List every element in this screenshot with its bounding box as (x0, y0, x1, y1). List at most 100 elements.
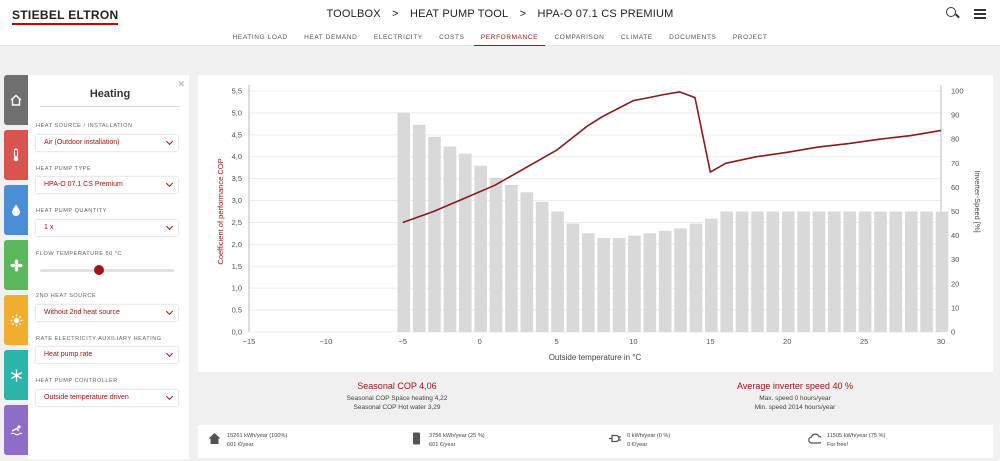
x-tick-label: 25 (860, 337, 868, 346)
controller-label: HEAT PUMP CONTROLLER (36, 378, 118, 384)
y2-tick-label: 80 (951, 135, 959, 144)
heat-pump-energy-cost: 601 €/year (429, 442, 456, 448)
y-axis-label: Coefficient of performance COP (216, 158, 225, 264)
y2-tick-label: 90 (951, 111, 959, 120)
inverter-speed-bar (520, 192, 534, 332)
breadcrumb-toolbox[interactable]: TOOLBOX (326, 8, 381, 20)
second-heat-source-select[interactable]: Without 2nd heat source (36, 305, 178, 321)
breadcrumb-heat-pump-tool[interactable]: HEAT PUMP TOOL (409, 8, 509, 20)
close-icon[interactable]: ✕ (177, 79, 185, 89)
y2-tick-label: 50 (951, 207, 959, 216)
tab-costs[interactable]: COSTS (439, 34, 465, 41)
fan-icon (9, 258, 23, 272)
second-heat-source-label: 2ND HEAT SOURCE (36, 293, 97, 299)
tab-building[interactable] (4, 75, 28, 125)
chevron-down-icon (165, 222, 174, 231)
chevron-down-icon (165, 137, 174, 146)
breadcrumb-separator: > (392, 8, 399, 20)
aux-heating-rate-label: RATE ELECTRICITY AUXILIARY HEATING (36, 336, 162, 342)
hamburger-menu-icon[interactable] (974, 7, 988, 21)
water-drop-icon (12, 204, 20, 216)
slider-track (40, 269, 174, 272)
tab-ventilation[interactable] (4, 240, 28, 290)
panel-title: Heating (40, 88, 180, 107)
tab-documents[interactable]: DOCUMENTS (669, 34, 717, 41)
tab-hot-water[interactable] (4, 185, 28, 235)
breadcrumb-product: HPA-O 07.1 CS PREMIUM (537, 8, 674, 20)
x-tick-label: 20 (783, 337, 791, 346)
x-tick-label: 15 (706, 337, 714, 346)
inverter-speed-bar (412, 124, 426, 332)
inverter-speed-bar (828, 211, 841, 332)
house-icon (208, 433, 221, 444)
x-tick-label: 10 (629, 337, 637, 346)
tab-project[interactable]: PROJECT (732, 34, 768, 41)
tab-heating-load[interactable]: HEATING LOAD (232, 34, 288, 41)
seasonal-cop-hot-water: Seasonal COP Hot water 3,29 (353, 404, 441, 411)
y2-axis-label: Inverter-Speed [%] (973, 170, 982, 233)
total-energy-item: 15261 kWh/year (100%) 601 €/year (208, 432, 287, 450)
heat-pump-energy-item: 3756 kWh/year (25 %) 601 €/year (410, 432, 485, 450)
aux-heating-rate-select[interactable]: Heat pump rate (36, 347, 178, 363)
inverter-speed-title: Average inverter speed 40 % (737, 381, 853, 391)
total-energy-cost: 601 €/year (227, 442, 254, 448)
performance-chart-card: 0,0 0,5 1,0 1,5 2,0 2,5 3,0 3,5 4,0 4,5 5,0 5,5 0 10 2… (198, 75, 993, 372)
controller-select[interactable]: Outside temperature driven (36, 390, 178, 406)
tab-heating[interactable] (4, 130, 28, 180)
y-tick-label: 4,5 (232, 130, 242, 139)
section-nav: HEATING LOAD HEAT DEMAND ELECTRICITY COS… (0, 30, 1000, 46)
inverter-speed-bar (489, 177, 503, 332)
cloud-icon (808, 433, 821, 444)
y2-tick-label: 60 (951, 183, 959, 192)
y-tick-label: 5,0 (232, 108, 242, 117)
y-tick-label: 1,0 (232, 284, 242, 293)
y-tick-label: 2,5 (232, 218, 242, 227)
tab-climate[interactable]: CLIMATE (620, 34, 653, 41)
tab-cooling[interactable] (4, 350, 28, 400)
inverter-speed-bar (751, 211, 764, 332)
second-heat-source-value: Without 2nd heat source (44, 309, 120, 316)
category-tabs (4, 75, 28, 460)
inverter-speed-bar (689, 223, 703, 332)
tab-heat-demand[interactable]: HEAT DEMAND (304, 34, 358, 41)
tab-electricity[interactable]: ELECTRICITY (373, 34, 423, 41)
y-tick-label: 3,0 (232, 196, 242, 205)
auxiliary-energy-cost: 0 €/year (627, 442, 648, 448)
tab-performance[interactable]: PERFORMANCE (473, 30, 546, 46)
inverter-speed-bar (812, 211, 826, 332)
y-tick-label: 0,0 (232, 328, 242, 337)
tab-comparison[interactable]: COMPARISON (554, 34, 605, 41)
y2-tick-label: 100 (951, 87, 964, 96)
inverter-speed-summary: Average inverter speed 40 % Max. speed 0… (597, 374, 993, 424)
heat-pump-quantity-select[interactable]: 1 x (36, 220, 178, 236)
flow-temperature-slider[interactable] (36, 265, 178, 275)
tab-pool[interactable] (4, 405, 28, 455)
heat-source-select[interactable]: Air (Outdoor installation) (36, 135, 178, 151)
inverter-speed-bar (674, 228, 687, 332)
auxiliary-energy-kwh: 0 kWh/year (0 %) (627, 433, 671, 439)
heat-pump-energy-kwh: 3756 kWh/year (25 %) (429, 433, 485, 439)
max-speed-text: Max. speed 0 hours/year (759, 395, 831, 402)
y2-tick-label: 10 (951, 303, 959, 312)
house-icon (10, 94, 22, 106)
search-icon[interactable] (946, 7, 960, 21)
controller-value: Outside temperature driven (44, 394, 129, 401)
heat-pump-type-select[interactable]: HPA-O 07.1 CS Premium (36, 177, 178, 193)
environment-energy-note: For free! (827, 442, 849, 448)
x-tick-label: −10 (320, 337, 333, 346)
brand-logo[interactable]: STIEBEL ELTRON (12, 8, 119, 25)
slider-thumb[interactable] (93, 265, 104, 275)
inverter-speed-bar (874, 211, 887, 332)
tab-solar[interactable] (4, 295, 28, 345)
inverter-speed-bar (428, 136, 441, 332)
y2-tick-label: 30 (951, 255, 959, 264)
plug-icon (609, 434, 621, 443)
environment-energy-item: 11505 kWh/year (75 %) For free! (808, 432, 885, 450)
min-speed-text: Min. speed 2014 hours/year (754, 404, 836, 411)
inverter-speed-bar (858, 211, 872, 332)
inverter-speed-bar (658, 230, 672, 332)
sun-icon (10, 314, 22, 326)
total-energy-kwh: 15261 kWh/year (100%) (227, 433, 288, 439)
inverter-speed-bar (597, 238, 610, 332)
x-tick-label: −15 (243, 337, 256, 346)
